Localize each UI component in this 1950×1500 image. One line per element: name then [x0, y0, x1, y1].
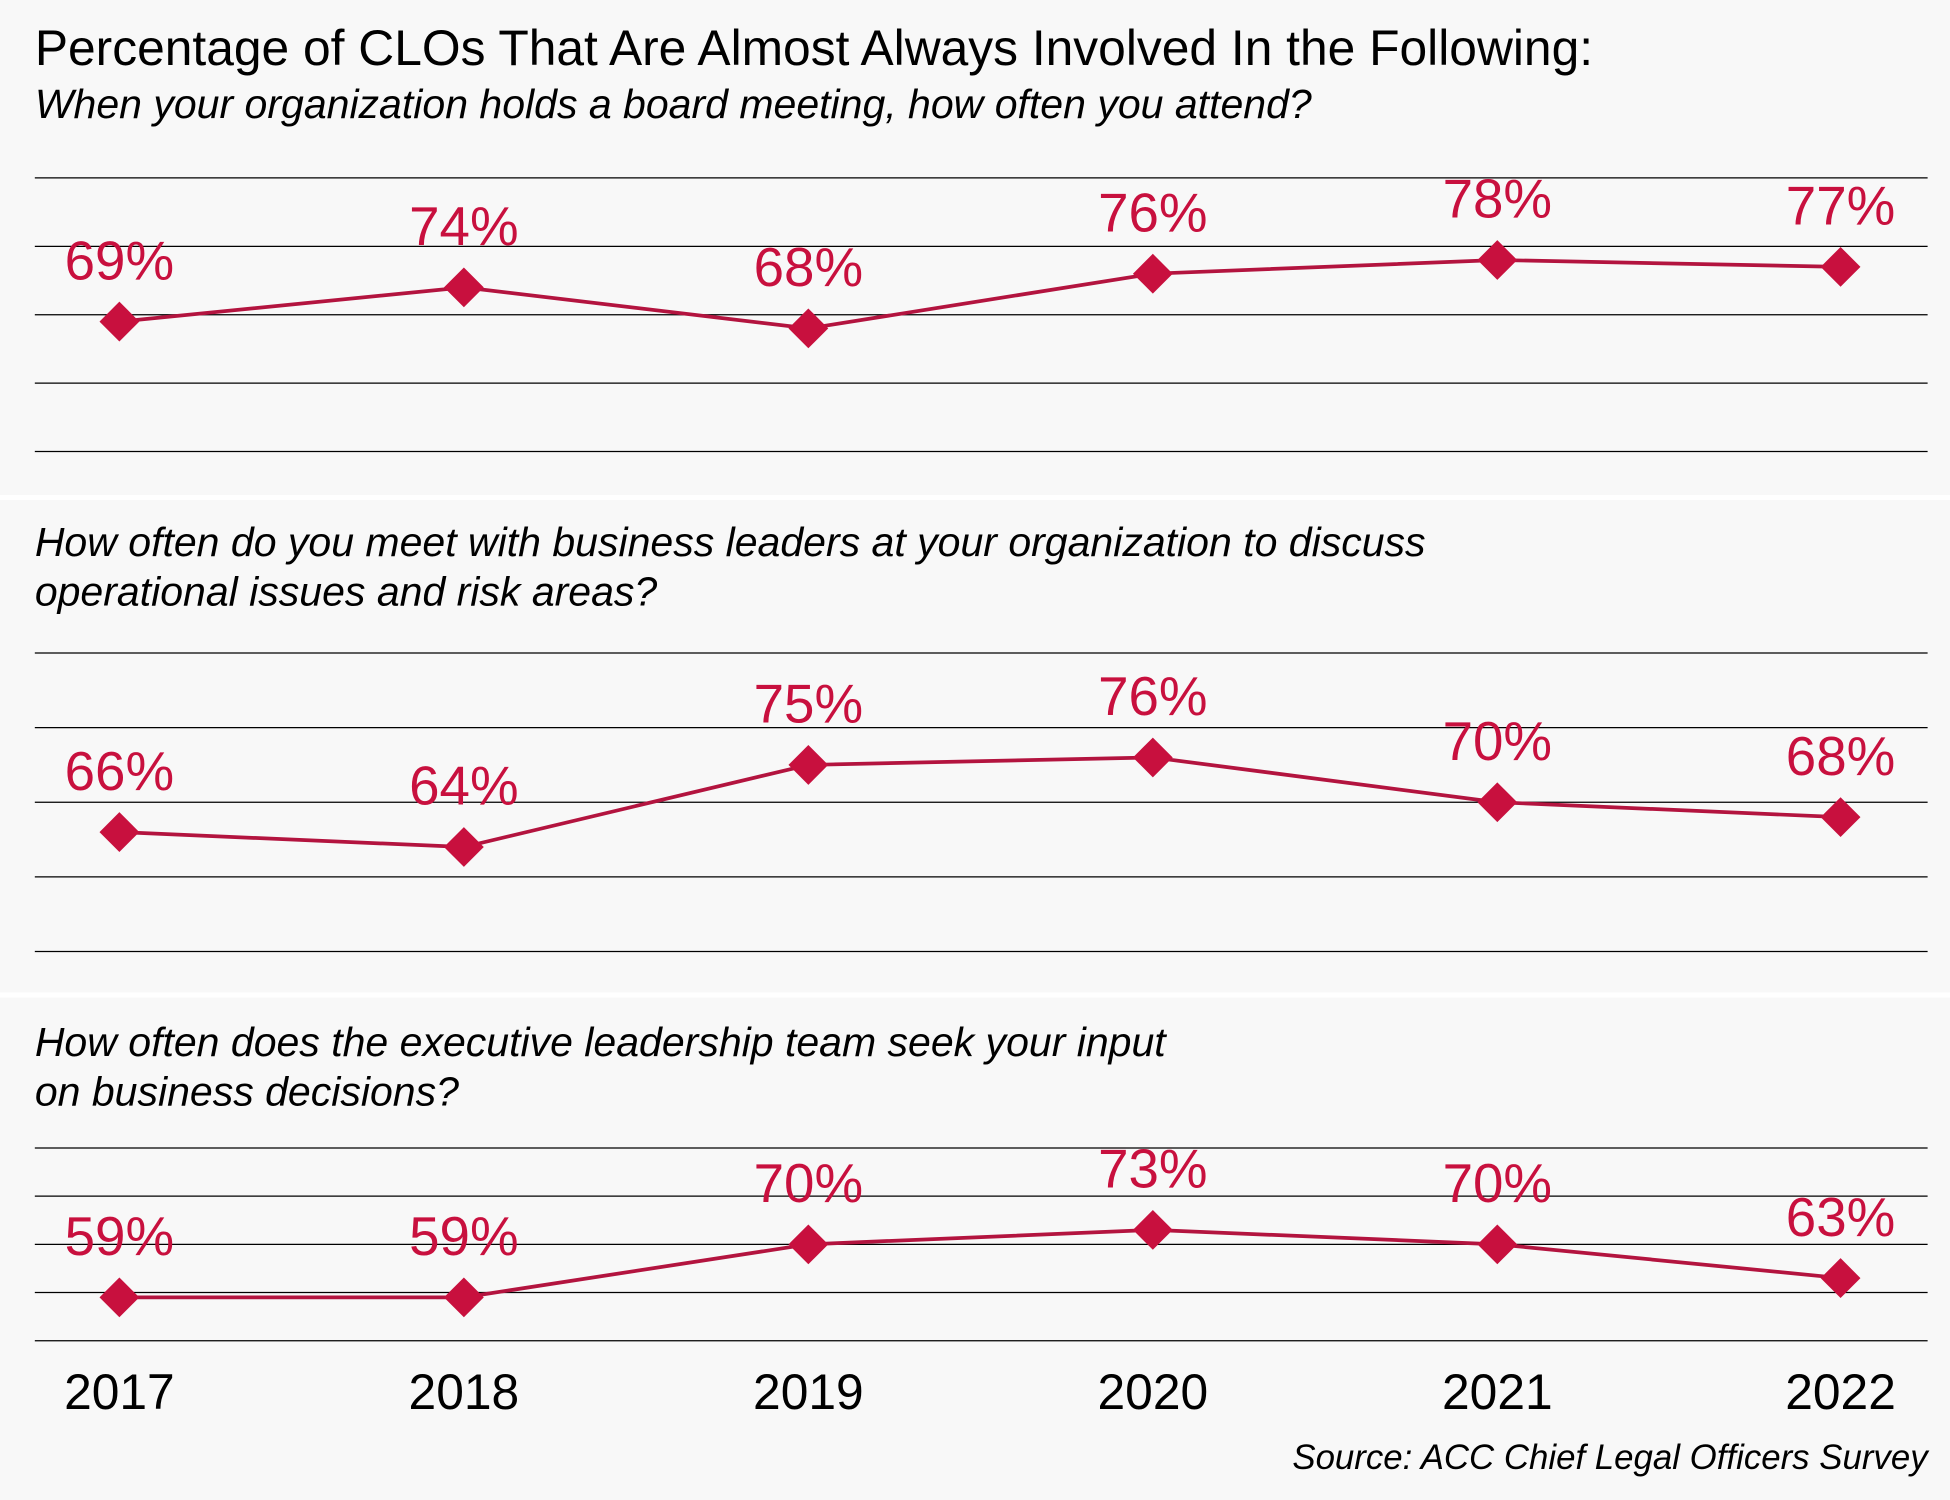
- data-label: 75%: [754, 673, 864, 735]
- x-tick-label: 2018: [409, 1364, 520, 1420]
- panel-subtitle: How often do you meet with business lead…: [35, 519, 1426, 565]
- x-tick-label: 2019: [753, 1364, 864, 1420]
- data-label: 73%: [1098, 1138, 1208, 1200]
- series-line: [119, 258, 1841, 331]
- data-label: 69%: [65, 229, 175, 291]
- data-point-diamond: [443, 827, 484, 867]
- data-point-diamond: [1477, 782, 1518, 823]
- panel-subtitle: How often does the executive leadership …: [35, 1019, 1167, 1065]
- panel-background: [0, 0, 1950, 496]
- data-label: 77%: [1786, 175, 1896, 237]
- x-tick-label: 2021: [1442, 1364, 1553, 1420]
- data-label: 70%: [754, 1152, 864, 1214]
- data-label: 59%: [409, 1205, 519, 1267]
- series-line: [119, 755, 1841, 849]
- data-point-diamond: [788, 1224, 829, 1265]
- data-point-diamond: [788, 308, 829, 349]
- data-point-diamond: [1820, 797, 1861, 838]
- panel-background: [0, 500, 1950, 993]
- chart-title: Percentage of CLOs That Are Almost Alway…: [35, 20, 1593, 76]
- data-label: 64%: [409, 755, 519, 817]
- data-point-diamond: [1132, 253, 1173, 294]
- line-chart-panel-1: When your organization holds a board mee…: [34, 81, 1928, 453]
- series-line: [119, 1228, 1841, 1300]
- panel-subtitle: on business decisions?: [35, 1069, 459, 1115]
- data-label: 68%: [1786, 725, 1896, 787]
- panel-subtitle: When your organization holds a board mee…: [35, 81, 1312, 127]
- data-label: 76%: [1098, 181, 1208, 243]
- data-point-diamond: [443, 1277, 484, 1318]
- data-point-diamond: [788, 745, 829, 785]
- x-tick-label: 2020: [1098, 1364, 1209, 1420]
- data-point-diamond: [1477, 240, 1518, 280]
- data-point-diamond: [99, 812, 140, 852]
- data-point-diamond: [1477, 1224, 1518, 1265]
- data-label: 78%: [1443, 168, 1553, 230]
- data-point-diamond: [99, 301, 140, 342]
- x-tick-label: 2022: [1785, 1364, 1896, 1420]
- panel-background: [0, 997, 1950, 1500]
- data-label: 66%: [65, 740, 175, 802]
- data-label: 74%: [409, 195, 519, 257]
- data-point-diamond: [99, 1277, 140, 1318]
- panel-subtitle: operational issues and risk areas?: [35, 569, 658, 615]
- data-label: 70%: [1443, 1152, 1553, 1214]
- source-note: Source: ACC Chief Legal Officers Survey: [1292, 1438, 1930, 1477]
- data-label: 63%: [1786, 1186, 1896, 1248]
- data-point-diamond: [1132, 1209, 1173, 1250]
- data-point-diamond: [1132, 737, 1173, 778]
- data-label: 68%: [754, 236, 864, 298]
- x-tick-label: 2017: [64, 1364, 175, 1420]
- data-label: 59%: [65, 1205, 175, 1267]
- data-label: 76%: [1098, 665, 1208, 727]
- data-label: 70%: [1443, 710, 1553, 772]
- line-chart-panel-2: How often do you meet with business lead…: [34, 519, 1928, 953]
